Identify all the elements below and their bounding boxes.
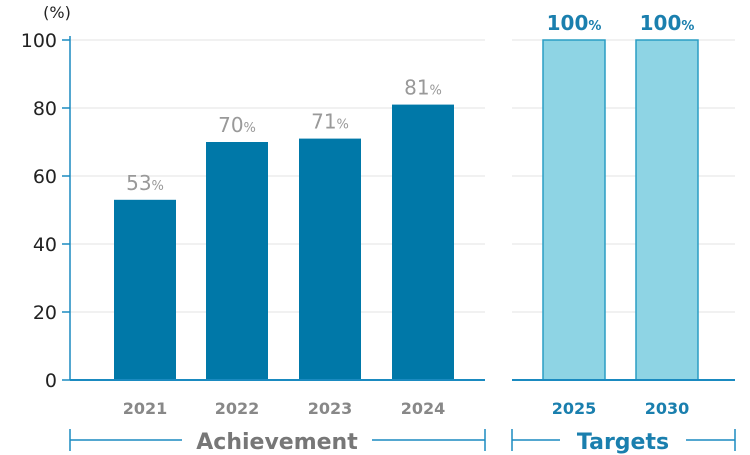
y-tick-label: 20 [33, 302, 57, 324]
y-axis-label: (%) [43, 3, 71, 22]
x-tick-label-2022: 2022 [215, 399, 260, 418]
data-label-2025: 100% [547, 11, 602, 35]
bars [114, 39, 699, 381]
data-label-2024: 81% [404, 76, 442, 100]
x-tick-label-2024: 2024 [401, 399, 446, 418]
group-brackets: Achievement Targets [69, 429, 736, 455]
y-tick-label: 0 [45, 370, 57, 392]
data-label-2021: 53% [126, 171, 164, 195]
bar-2021 [114, 199, 176, 380]
bar-2030 [635, 39, 699, 381]
y-tick-label: 100 [21, 30, 57, 52]
group-label-targets: Targets [577, 430, 669, 455]
data-label-2022: 70% [218, 113, 256, 137]
y-tick-label: 40 [33, 234, 57, 256]
y-tick-label: 60 [33, 166, 57, 188]
labels: 53% 2021 70% 2022 71% 2023 81% 2024 100% 2025 100%… [123, 11, 695, 418]
x-tick-label-2030: 2030 [645, 399, 690, 418]
x-tick-label-2023: 2023 [308, 399, 353, 418]
axes: 0 20 40 60 80 100 [21, 30, 735, 392]
group-label-achievement: Achievement [196, 430, 358, 455]
y-tick-label: 80 [33, 98, 57, 120]
x-tick-label-2025: 2025 [552, 399, 597, 418]
bar-2022 [206, 142, 268, 380]
data-label-2023: 71% [311, 110, 349, 134]
x-tick-label-2021: 2021 [123, 399, 168, 418]
data-label-2030: 100% [640, 11, 695, 35]
bar-2024 [392, 104, 454, 380]
bar-2023 [299, 138, 361, 380]
bar-2025 [542, 39, 606, 381]
